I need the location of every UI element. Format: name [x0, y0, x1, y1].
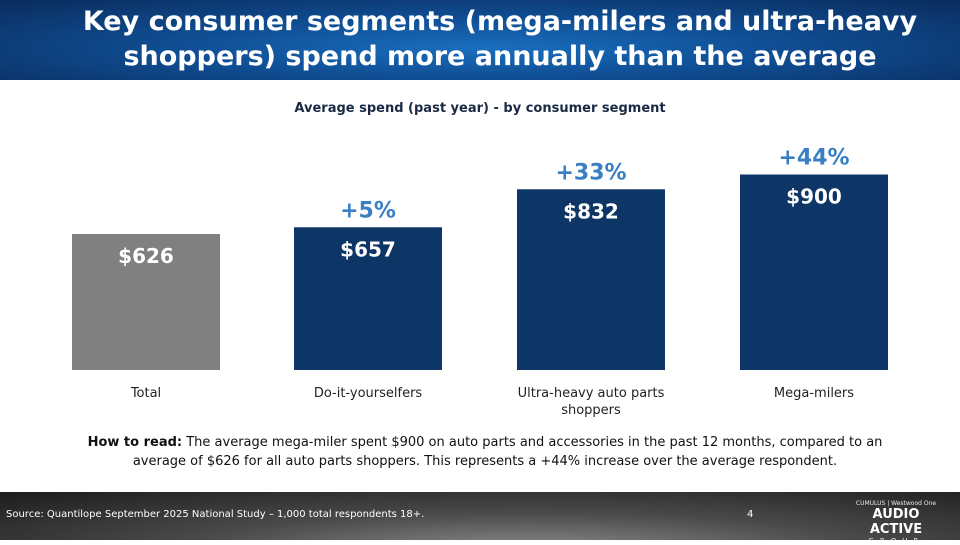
how-to-read: How to read: The average mega-miler spen… [70, 433, 900, 471]
value-label: $657 [340, 237, 396, 261]
increase-label: +44% [778, 146, 849, 171]
source-note: Source: Quantilope September 2025 Nation… [6, 509, 425, 520]
category-label: Total [130, 386, 161, 401]
bar-3 [740, 174, 888, 370]
increase-label: +33% [555, 160, 626, 185]
value-label: $900 [786, 185, 842, 209]
category-label: Do-it-yourselfers [314, 386, 423, 401]
increase-label: +5% [340, 198, 396, 223]
how-to-read-label: How to read: [87, 435, 183, 450]
value-label: $832 [563, 199, 619, 223]
how-to-read-text: The average mega-miler spent $900 on aut… [132, 435, 883, 469]
category-label: Ultra-heavy auto parts [518, 386, 665, 401]
chart-title: Average spend (past year) - by consumer … [294, 101, 666, 116]
value-label: $626 [118, 244, 174, 268]
logo-main: AUDIO ACTIVE [869, 507, 923, 537]
bar-1 [294, 227, 442, 370]
logo-top: CUMULUS | Westwood One [855, 500, 937, 507]
title-banner: Key consumer segments (mega-milers and u… [0, 0, 960, 80]
category-label: Mega-milers [774, 386, 854, 401]
slide-title: Key consumer segments (mega-milers and u… [82, 6, 918, 72]
bar-0 [72, 234, 220, 370]
audio-active-group-logo: CUMULUS | Westwood One AUDIO ACTIVE GROU… [846, 500, 946, 545]
logo-sub: GROUP [868, 537, 924, 545]
bar-2 [517, 189, 665, 370]
bar-chart: $626 Total $657 +5% Do-it-yourselfers $832 +33… [72, 146, 888, 418]
page-number: 4 [747, 509, 754, 520]
category-label: shoppers [561, 403, 621, 418]
footer: Source: Quantilope September 2025 Nation… [0, 492, 960, 545]
